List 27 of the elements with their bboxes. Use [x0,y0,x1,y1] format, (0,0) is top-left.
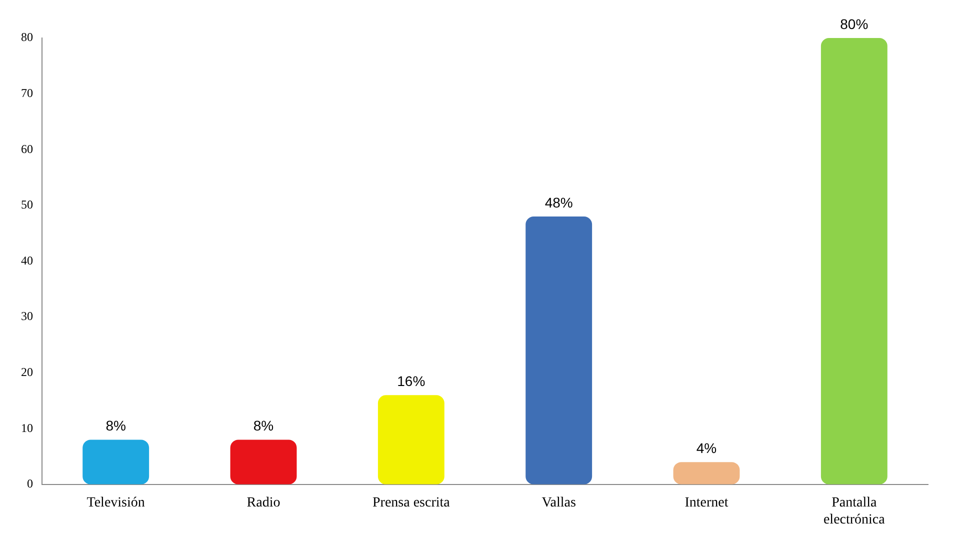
y-tick-label: 70 [21,86,33,100]
x-tick-label: Radio [246,495,280,510]
bar [673,462,740,484]
data-label: 16% [397,372,426,389]
bar [820,38,888,484]
y-tick-label: 50 [21,198,33,212]
y-tick-label: 80 [21,30,33,44]
bar [82,440,150,484]
bar [230,440,297,484]
data-label: 8% [106,418,126,434]
y-tick-label: 30 [21,309,33,324]
x-tick-label: Televisión [86,495,145,510]
x-tick-label: Prensa escrita [372,495,451,510]
y-tick-label: 0 [27,476,33,491]
y-tick-label: 40 [21,253,33,268]
bar [526,216,592,484]
data-label: 8% [253,418,274,434]
x-tick-label: Internet [684,495,728,510]
bar [378,395,444,484]
x-tick-label: Pantalla electrónica [823,495,886,528]
data-label: 4% [696,440,717,456]
y-tick-label: 20 [21,364,33,379]
data-label: 80% [840,16,868,32]
x-tick-label: Vallas [542,495,576,510]
y-tick-label: 10 [21,420,33,435]
y-tick-label: 60 [21,142,33,156]
data-label: 48% [544,194,573,210]
